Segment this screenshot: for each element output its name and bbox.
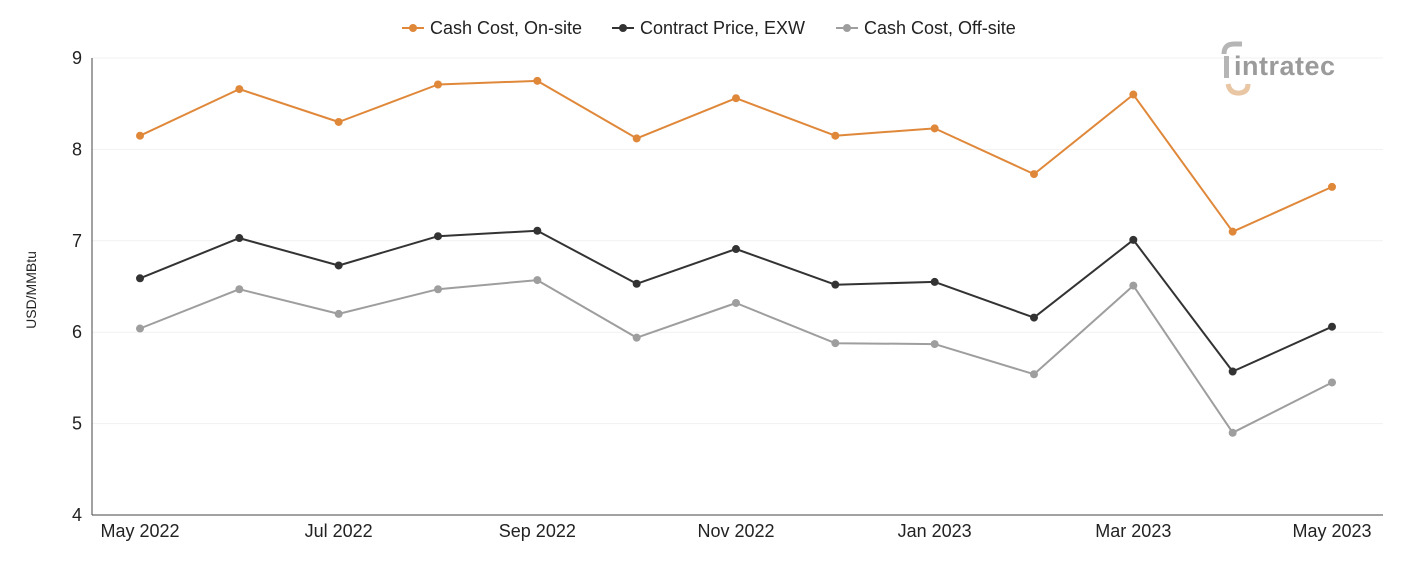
y-tick-label: 8 (72, 139, 82, 159)
data-point (533, 226, 542, 235)
data-point (732, 94, 740, 103)
legend-item: Contract Price, EXW (612, 18, 805, 38)
axes (91, 58, 1383, 516)
data-point (1228, 428, 1237, 437)
series-group (136, 76, 1336, 437)
legend-item: Cash Cost, Off-site (836, 18, 1016, 38)
data-point (831, 131, 840, 140)
data-point (235, 234, 244, 243)
x-tick-label: Nov 2022 (697, 521, 774, 541)
y-axis-label: USD/MMBtu (23, 251, 39, 329)
data-point (334, 261, 343, 270)
data-point (334, 309, 343, 318)
data-point (533, 276, 542, 285)
legend-marker (619, 24, 627, 32)
data-point (930, 124, 939, 133)
data-point (1328, 378, 1336, 387)
data-point (1030, 313, 1038, 322)
data-point (1228, 367, 1237, 376)
data-point (533, 76, 542, 85)
data-point (1030, 370, 1038, 379)
legend-label: Cash Cost, On-site (430, 18, 582, 38)
legend-marker (409, 24, 417, 32)
data-point (136, 274, 144, 283)
data-point (831, 280, 840, 289)
logo-mark-stem (1224, 56, 1229, 78)
x-axis-ticks: May 2022 Jul 2022 Sep 2022 Nov 2022 Jan 2023… (100, 521, 1371, 541)
series-1 (136, 226, 1336, 376)
data-point (235, 85, 244, 94)
data-point (1129, 235, 1138, 244)
data-point (1228, 227, 1237, 236)
intratec-logo: intratec (1221, 41, 1336, 96)
data-point (235, 285, 244, 294)
data-point (930, 277, 939, 286)
x-tick-label: Jul 2022 (305, 521, 373, 541)
data-point (831, 339, 840, 348)
legend-label: Contract Price, EXW (640, 18, 805, 38)
data-point (334, 117, 343, 126)
y-tick-label: 6 (72, 322, 82, 342)
y-axis-ticks: 4 5 6 7 8 9 (72, 48, 82, 525)
data-point (632, 279, 641, 288)
data-point (1129, 281, 1138, 290)
logo-mark-arc-bottom (1225, 83, 1251, 96)
x-tick-label: May 2022 (100, 521, 179, 541)
data-point (434, 232, 442, 241)
x-tick-label: Sep 2022 (499, 521, 576, 541)
y-tick-label: 4 (72, 505, 82, 525)
series-2 (136, 276, 1336, 437)
y-tick-label: 7 (72, 231, 82, 251)
data-point (136, 131, 144, 140)
data-point (930, 340, 939, 349)
logo-mark-arc-top (1221, 41, 1242, 55)
legend-item: Cash Cost, On-site (402, 18, 582, 38)
legend: Cash Cost, On-site Contract Price, EXW Cas… (402, 18, 1016, 38)
x-tick-label: Mar 2023 (1095, 521, 1171, 541)
data-point (1328, 322, 1336, 331)
data-point (632, 134, 641, 143)
logo-text: intratec (1234, 51, 1336, 81)
y-tick-label: 9 (72, 48, 82, 68)
data-point (434, 80, 442, 89)
series-0 (136, 76, 1336, 236)
data-point (434, 285, 442, 294)
x-tick-label: Jan 2023 (898, 521, 972, 541)
x-tick-label: May 2023 (1292, 521, 1371, 541)
data-point (1129, 90, 1138, 99)
data-point (732, 298, 740, 307)
grid (92, 57, 1383, 425)
data-point (1328, 182, 1336, 191)
y-tick-label: 5 (72, 414, 82, 434)
data-point (632, 333, 641, 342)
legend-marker (843, 24, 851, 32)
legend-label: Cash Cost, Off-site (864, 18, 1016, 38)
series-line (139, 79, 1333, 233)
data-point (732, 245, 740, 254)
data-point (136, 324, 144, 333)
data-point (1030, 170, 1038, 179)
